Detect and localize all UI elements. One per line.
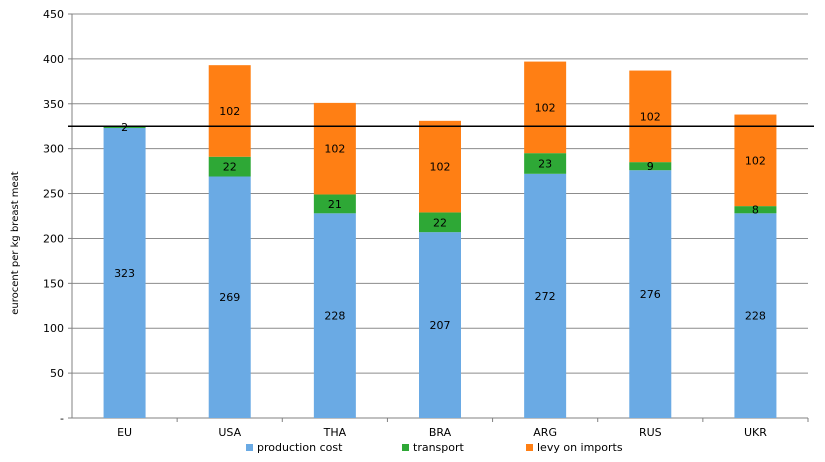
y-axis-title: eurocent per kg breast meat [10,171,21,315]
bar-segment [734,114,777,207]
bar-segment [524,173,567,418]
bar-segment [524,153,567,174]
bar-segment [208,156,251,177]
bar-segment [629,162,672,171]
x-tick-label: UKR [744,426,767,439]
data-label: 276 [640,288,661,301]
legend-label: production cost [257,441,343,454]
legend-swatch [526,444,533,451]
data-label: 102 [640,110,661,123]
bar-segment [103,126,146,129]
y-tick-label: 400 [43,53,64,66]
y-tick-label: 50 [50,367,64,380]
bar-segment [313,102,356,195]
bar-segment [734,213,777,418]
data-label: 228 [324,310,345,323]
y-tick-label: 450 [43,8,64,21]
bar-segment [208,65,251,157]
data-label: 102 [324,143,345,156]
data-label: 22 [433,216,447,229]
legend-label: transport [413,441,465,454]
bar-segment [419,212,461,233]
bar-segment [524,61,567,154]
data-label: 21 [328,198,342,211]
data-label: 22 [223,161,237,174]
data-label: 102 [535,101,556,114]
data-label: 2 [121,121,128,134]
legend-swatch [246,444,253,451]
y-tick-label: - [60,412,64,425]
data-labels: 323 2 269 22 102 228 21 102 207 22 102 272 23 102 276 9… [114,101,766,332]
data-label: 228 [745,310,766,323]
data-label: 207 [430,319,451,332]
bar-segment [208,176,251,418]
x-tick-label: ARG [533,426,557,439]
x-tick-label: THA [323,426,347,439]
data-label: 323 [114,267,135,280]
x-tick-label: USA [218,426,241,439]
legend-swatch [402,444,409,451]
bar-segment [629,70,672,163]
y-tick-label: 100 [43,322,64,335]
bar-segment [419,120,461,213]
x-tick-label: EU [117,426,132,439]
bar-segment [629,170,672,418]
data-label: 272 [535,290,556,303]
x-tick-label: BRA [429,426,452,439]
legend-label: levy on imports [537,441,623,454]
x-tick-label: RUS [639,426,662,439]
data-label: 102 [745,154,766,167]
data-label: 8 [752,204,759,217]
data-label: 102 [219,105,240,118]
data-label: 9 [647,160,654,173]
y-tick-label: 150 [43,277,64,290]
bars [103,61,777,419]
data-label: 23 [538,157,552,170]
y-tick-label: 200 [43,232,64,245]
legend: production cost transport levy on imports [246,441,623,454]
data-label: 102 [430,161,451,174]
y-tick-label: 300 [43,143,64,156]
y-tick-label: 350 [43,98,64,111]
bar-segment [313,213,356,418]
data-label: 269 [219,291,240,304]
y-tick-label: 250 [43,188,64,201]
bar-segment [313,194,356,214]
bar-segment [734,206,777,214]
bar-segment [419,232,461,418]
bar-segment [103,128,146,419]
axes: - 50 100 150 200 250 300 350 400 450 EU USA THA BRA AR… [43,8,809,439]
